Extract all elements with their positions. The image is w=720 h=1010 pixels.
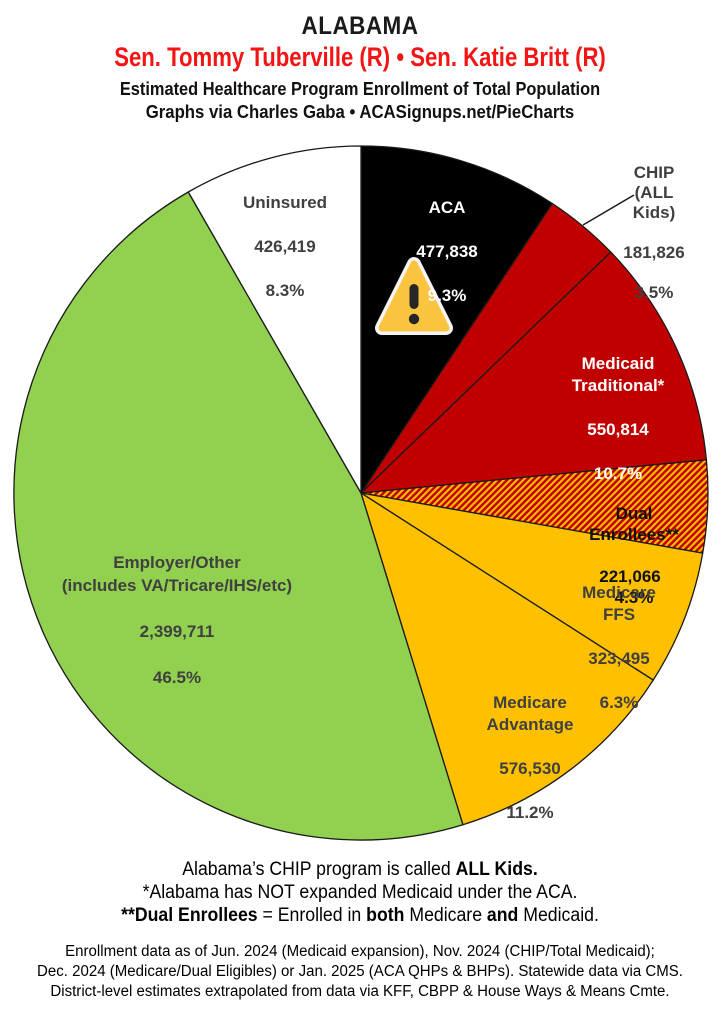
slice-pct: 8.3% xyxy=(265,281,305,300)
source-note: Enrollment data as of Jun. 2024 (Medicai… xyxy=(11,942,709,1002)
slice-pct: 6.3% xyxy=(599,693,639,712)
slice-value: 576,530 xyxy=(499,759,561,778)
source-line: Enrollment data as of Jun. 2024 (Medicai… xyxy=(65,943,655,960)
state-title: ALABAMA xyxy=(301,12,419,40)
warning-icon xyxy=(375,257,453,335)
pie-slices xyxy=(13,145,709,841)
slice-aca xyxy=(360,145,553,494)
slice-value-pct: 221,066 4.3% xyxy=(589,566,679,608)
slice-value: 323,495 xyxy=(588,649,650,668)
slice-pct: 3.5% xyxy=(634,283,674,302)
slice-value: 477,838 xyxy=(416,242,478,261)
slice-name: Uninsured xyxy=(242,193,328,212)
dual-enrollees-label: Dual Enrollees** 221,066 4.3% xyxy=(589,482,679,629)
slice-name: Medicaid Traditional* xyxy=(571,354,665,395)
uninsured-label: Uninsured 426,419 8.3% xyxy=(243,170,327,324)
slice-pct: 11.2% xyxy=(506,803,554,822)
slice-pct: 4.3% xyxy=(614,588,654,607)
slice-name: Employer/Other (includes VA/Tricare/IHS/… xyxy=(61,553,293,595)
source-line: District-level estimates extrapolated fr… xyxy=(50,983,670,1000)
slice-name: ACA xyxy=(428,198,466,217)
slice-name: Dual Enrollees** xyxy=(589,504,679,544)
chip-leader-line xyxy=(582,194,635,226)
medicaid-traditional-label: Medicaid Traditional* 550,814 10.7% xyxy=(572,331,665,507)
exclamation-bar xyxy=(409,284,419,309)
subtitle-credit: Graphs via Charles Gaba • ACASignups.net… xyxy=(145,102,575,122)
slice-employer-other xyxy=(13,191,464,841)
slice-name: Medicare Advantage xyxy=(486,693,574,734)
slice-pct: 10.7% xyxy=(593,464,643,483)
footnote-chip: Alabama’s CHIP program is called ALL Kid… xyxy=(182,859,538,880)
slice-pct: 46.5% xyxy=(152,668,202,687)
employer-other-label: Employer/Other (includes VA/Tricare/IHS/… xyxy=(62,528,292,712)
aca-label: ACA 477,838 9.3% xyxy=(416,175,477,329)
footnote-medicaid: *Alabama has NOT expanded Medicaid under… xyxy=(142,882,578,903)
exclamation-dot xyxy=(408,313,420,325)
slice-name: CHIP (ALL Kids) xyxy=(632,163,676,222)
subtitle-program: Estimated Healthcare Program Enrollment … xyxy=(119,79,601,99)
chip-label: CHIP (ALL Kids) 181,826 3.5% xyxy=(621,143,687,323)
slice-value: 221,066 xyxy=(599,567,661,586)
slice-medicaid xyxy=(360,251,708,494)
slice-value: 550,814 xyxy=(587,420,649,439)
slice-uninsured xyxy=(187,145,362,494)
slice-value: 181,826 xyxy=(623,243,685,262)
footnote-dual: **Dual Enrollees = Enrolled in both Medi… xyxy=(121,905,599,926)
medicare-advantage-label: Medicare Advantage 576,530 11.2% xyxy=(487,670,574,846)
slice-medicare-ffs xyxy=(360,492,704,681)
senators-line: Sen. Tommy Tuberville (R) • Sen. Katie B… xyxy=(114,42,606,72)
medicare-ffs-label: Medicare FFS 323,495 6.3% xyxy=(569,560,670,736)
slice-value: 2,399,711 xyxy=(139,622,215,641)
slice-name: Medicare FFS xyxy=(582,583,656,624)
slice-pct: 9.3% xyxy=(427,286,467,305)
slice-value: 426,419 xyxy=(254,237,316,256)
slice-medicare xyxy=(360,492,654,826)
footnotes: Alabama’s CHIP program is called ALL Kid… xyxy=(25,858,695,927)
source-line: Dec. 2024 (Medicare/Dual Eligibles) or J… xyxy=(37,963,683,980)
